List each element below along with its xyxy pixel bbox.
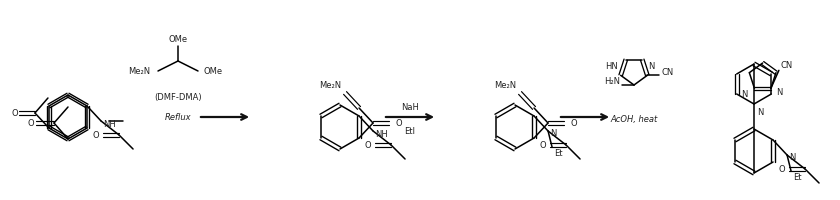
Text: O: O	[28, 119, 34, 128]
Text: NaH: NaH	[401, 103, 419, 112]
Text: N: N	[789, 153, 795, 162]
Text: EtI: EtI	[405, 127, 416, 136]
Text: NH: NH	[103, 120, 116, 129]
Text: H₂N: H₂N	[604, 77, 620, 86]
Text: N: N	[776, 88, 783, 97]
Text: HN: HN	[605, 62, 617, 71]
Text: N: N	[648, 62, 654, 71]
Text: N: N	[550, 129, 556, 138]
Text: Me₂N: Me₂N	[128, 67, 150, 76]
Text: CN: CN	[781, 61, 793, 69]
Text: O: O	[12, 109, 18, 118]
Text: NH: NH	[375, 130, 388, 139]
Text: O: O	[570, 119, 577, 128]
Text: O: O	[779, 165, 785, 174]
Text: O: O	[365, 141, 371, 150]
Text: N: N	[757, 108, 764, 117]
Text: CN: CN	[661, 67, 674, 76]
Text: Reflux: Reflux	[165, 113, 192, 122]
Text: OMe: OMe	[204, 67, 223, 76]
Text: OMe: OMe	[169, 35, 187, 44]
Text: O: O	[539, 141, 546, 150]
Text: O: O	[395, 119, 402, 128]
Text: N: N	[741, 90, 747, 99]
Text: AcOH, heat: AcOH, heat	[611, 115, 658, 124]
Text: Et: Et	[554, 149, 563, 158]
Text: O: O	[92, 131, 99, 140]
Text: Me₂N: Me₂N	[319, 81, 341, 90]
Text: Me₂N: Me₂N	[494, 81, 516, 90]
Text: Et: Et	[793, 173, 801, 182]
Text: (DMF-DMA): (DMF-DMA)	[155, 93, 202, 102]
